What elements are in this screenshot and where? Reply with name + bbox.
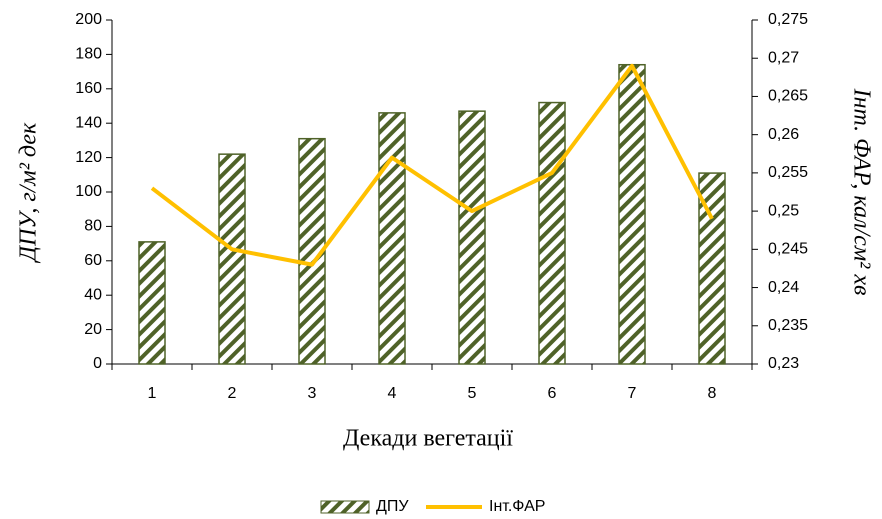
y2-tick-label: 0,23 <box>768 355 799 372</box>
y-tick-label: 80 <box>84 218 102 235</box>
y2-axis-title: Інт. ФАР, кал/см² хв <box>848 88 874 296</box>
y2-tick-label: 0,265 <box>768 88 808 105</box>
y2-tick-label: 0,26 <box>768 126 799 143</box>
y-tick-label: 140 <box>75 114 102 131</box>
y2-tick-label: 0,27 <box>768 49 799 66</box>
y-tick-label: 40 <box>84 286 102 303</box>
legend-label: ДПУ <box>376 498 409 515</box>
y2-tick-label: 0,275 <box>768 11 808 28</box>
x-tick-label: 7 <box>628 385 637 402</box>
y-tick-label: 0 <box>93 355 102 372</box>
y-tick-label: 200 <box>75 11 102 28</box>
x-tick-label: 8 <box>708 385 717 402</box>
y2-tick-label: 0,25 <box>768 202 799 219</box>
bar <box>458 110 486 365</box>
y-axis-title: ДПУ, г/м² дек <box>16 122 42 263</box>
x-tick-label: 1 <box>148 385 157 402</box>
bar <box>378 112 406 365</box>
line <box>150 63 714 267</box>
x-tick-label: 3 <box>308 385 317 402</box>
y2-tick-label: 0,255 <box>768 164 808 181</box>
y2-tick-label: 0,235 <box>768 317 808 334</box>
y-tick-label: 20 <box>84 321 102 338</box>
legend-label: Інт.ФАР <box>489 498 545 515</box>
y2-tick-label: 0,24 <box>768 279 799 296</box>
y-tick-label: 160 <box>75 80 102 97</box>
x-tick-label: 4 <box>388 385 397 402</box>
x-tick-label: 6 <box>548 385 557 402</box>
y-tick-label: 180 <box>75 46 102 63</box>
x-tick-label: 5 <box>468 385 477 402</box>
bar <box>618 63 646 365</box>
y-tick-label: 120 <box>75 149 102 166</box>
legend-swatch <box>320 500 370 514</box>
x-axis-title: Декади вегетації <box>343 426 513 452</box>
y-tick-label: 100 <box>75 183 102 200</box>
bar <box>538 101 566 365</box>
y-tick-label: 60 <box>84 252 102 269</box>
x-tick-label: 2 <box>228 385 237 402</box>
bar <box>138 241 166 365</box>
bar <box>218 153 246 365</box>
y2-tick-label: 0,245 <box>768 241 808 258</box>
